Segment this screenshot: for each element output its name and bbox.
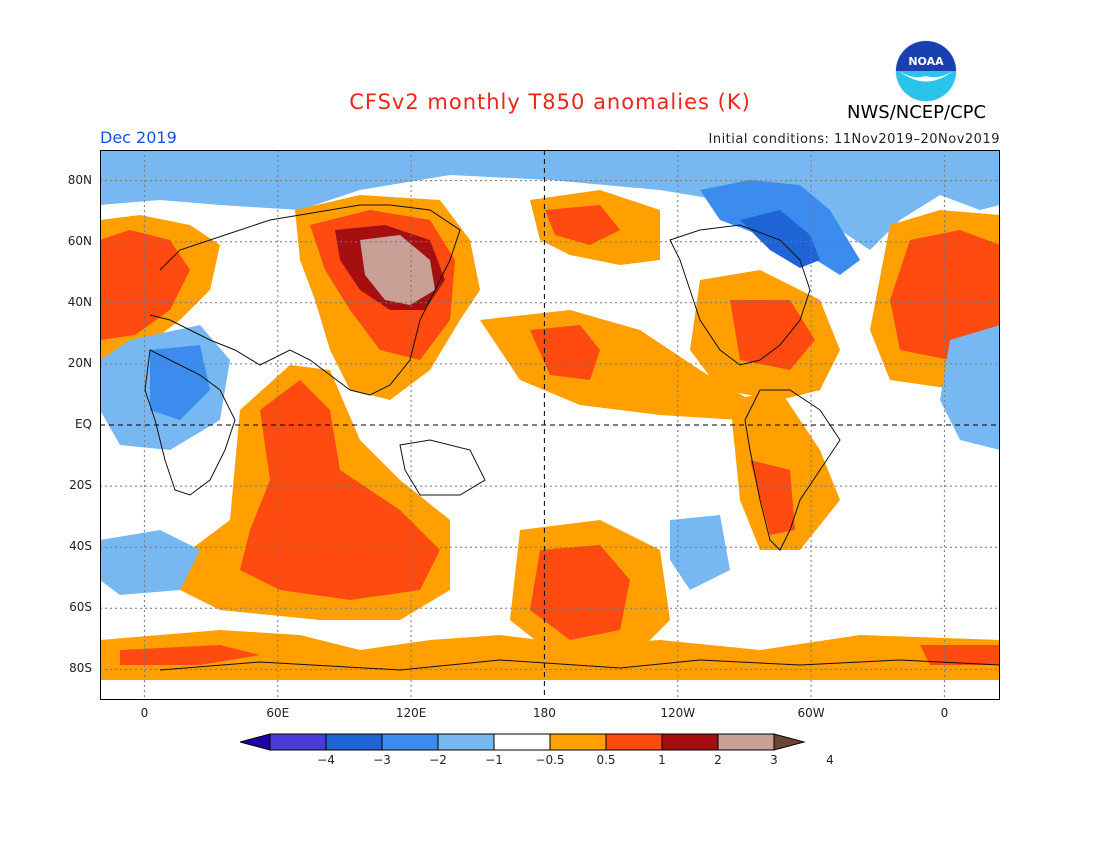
- colorbar-tick-label: −0.5: [535, 753, 565, 767]
- lon-tick-label: 180: [532, 706, 556, 720]
- coastlines: [144, 204, 1000, 671]
- anomaly-region-indian-ocean-core: [240, 380, 440, 600]
- anomaly-region-arctic-cold: [100, 150, 1000, 250]
- colorbar-swatch: [381, 733, 439, 751]
- lat-tick-label: 60S: [69, 600, 92, 615]
- colorbar-tick-label: −1: [485, 753, 503, 767]
- anomaly-region-aleutian-core: [545, 205, 620, 245]
- lon-tick-label: 120E: [395, 706, 427, 720]
- lon-tick-label: 60E: [266, 706, 290, 720]
- lat-tick-label: 80N: [67, 172, 92, 187]
- anomaly-region-south-america-core: [750, 460, 795, 535]
- anomaly-region-south-atlantic-cold: [100, 530, 200, 595]
- colorbar-swatch: [717, 733, 775, 751]
- colorbar-tick-label: 0.5: [596, 753, 616, 767]
- anomaly-region-south-pacific-cold: [670, 515, 730, 590]
- anomaly-region-east-atlantic-cold: [940, 325, 1000, 450]
- anomaly-region-europe-warm-east-core: [890, 230, 1000, 360]
- colorbar-tick-label: −3: [373, 753, 391, 767]
- agency-label: NWS/NCEP/CPC: [847, 102, 987, 123]
- colorbar-swatch: [549, 733, 607, 751]
- lat-tick-label: EQ: [74, 417, 92, 431]
- colorbar-tick-label: 2: [714, 753, 722, 767]
- anomaly-region-canada-cold: [740, 210, 820, 268]
- lon-tick-label: 120W: [660, 706, 696, 720]
- lon-tick-label: 0: [140, 706, 149, 720]
- anomaly-region-us-warm-core: [730, 300, 815, 370]
- lon-tick-label: 60W: [797, 706, 825, 720]
- colorbar-swatch: [269, 733, 327, 751]
- reference-lines: [100, 150, 1000, 700]
- colorbar-tick-label: 3: [770, 753, 778, 767]
- colorbar-tick-label: −4: [317, 753, 335, 767]
- lat-tick-label: 80S: [69, 661, 92, 676]
- colorbar-swatch: [661, 733, 719, 751]
- noaa-logo: NOAA: [895, 40, 957, 102]
- colorbar-swatch: [493, 733, 551, 751]
- anomaly-region-antarctic-warm-core: [120, 645, 260, 665]
- anomaly-region-siberia-peak: [360, 235, 435, 305]
- lat-tick-label: 40N: [67, 294, 92, 309]
- colorbar: [240, 733, 806, 751]
- lat-tick-label: 60N: [67, 233, 92, 248]
- lat-tick-label: 20N: [67, 355, 92, 370]
- noaa-logo-text: NOAA: [908, 55, 944, 68]
- anomaly-map: [100, 150, 1000, 700]
- anomaly-region-antarctic-warm: [100, 630, 1000, 680]
- colorbar-swatch: [605, 733, 663, 751]
- anomaly-region-europe-warm-core: [100, 230, 190, 340]
- lat-tick-label: 20S: [69, 478, 92, 493]
- anomaly-region-southern-pacific-core: [530, 545, 630, 640]
- colorbar-arrow-low: [240, 733, 271, 751]
- initial-conditions: Initial conditions: 11Nov2019–20Nov2019: [708, 132, 1000, 147]
- lat-tick-label: 40S: [69, 539, 92, 554]
- chart-title: CFSv2 monthly T850 anomalies (K): [349, 90, 751, 114]
- colorbar-arrow-high: [773, 733, 806, 751]
- anomaly-region-north-pacific-core: [530, 325, 600, 380]
- colorbar-tick-label: 1: [658, 753, 666, 767]
- colorbar-swatch: [437, 733, 495, 751]
- period-label: Dec 2019: [100, 128, 177, 147]
- colorbar-swatch: [325, 733, 383, 751]
- lon-tick-label: 0: [940, 706, 949, 720]
- anomaly-region-antarctic-warm-core-east: [920, 645, 1000, 665]
- graticule: [100, 150, 1000, 700]
- colorbar-tick-label: 4: [826, 753, 834, 767]
- colorbar-tick-label: −2: [429, 753, 447, 767]
